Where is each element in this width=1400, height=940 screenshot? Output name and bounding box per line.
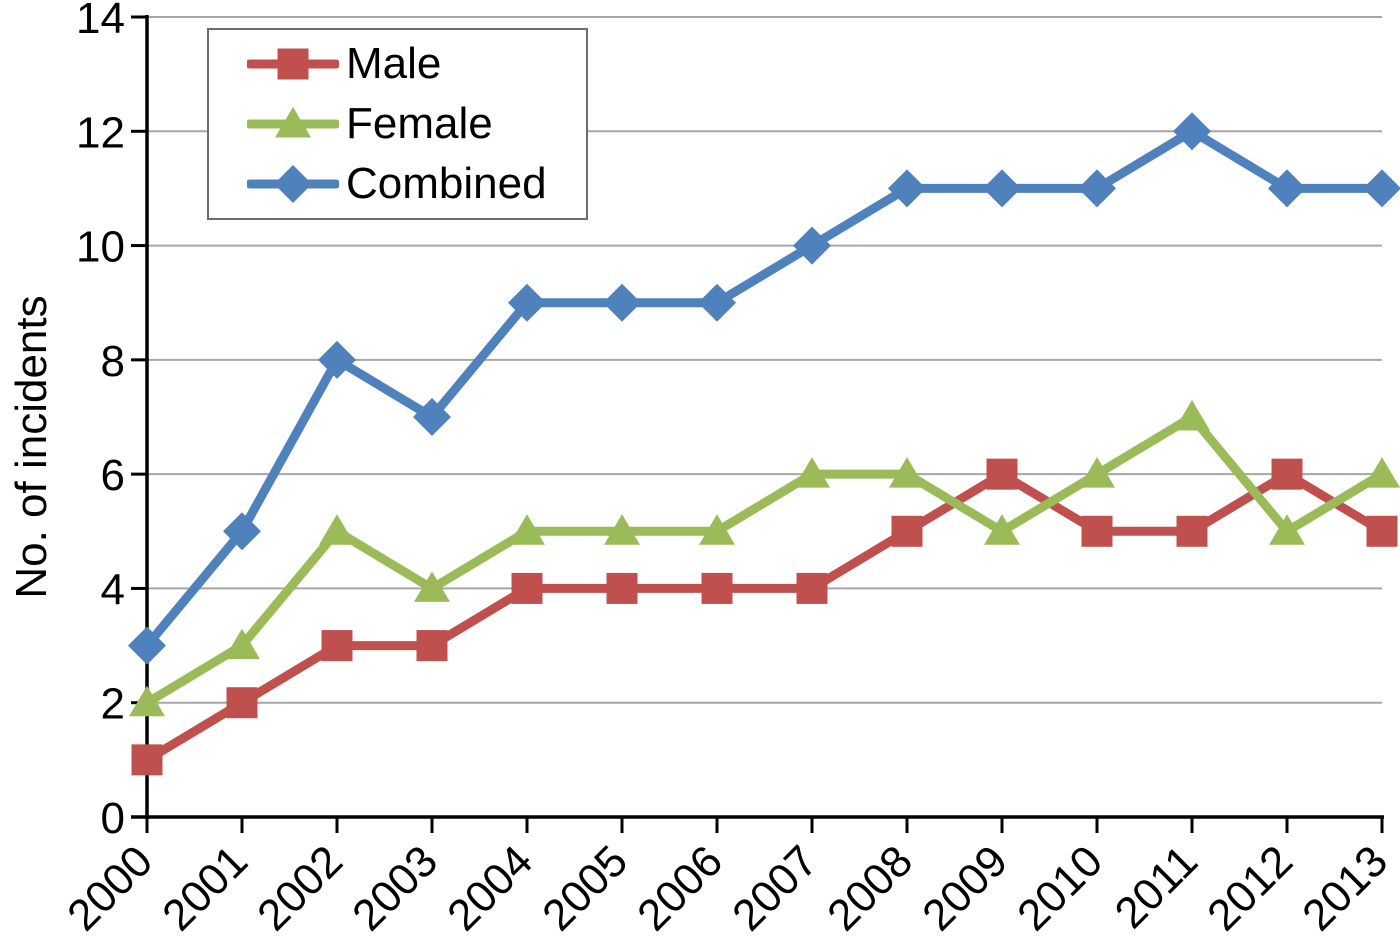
data-point-male-2006 xyxy=(701,572,733,604)
data-point-male-2005 xyxy=(606,572,638,604)
x-tick-label-2008: 2008 xyxy=(818,836,922,940)
data-point-combined-2008 xyxy=(888,169,926,208)
male-square-marker-icon xyxy=(247,48,339,80)
data-point-female-2013 xyxy=(1364,457,1400,488)
y-tick-label-10: 10 xyxy=(76,223,125,272)
data-point-combined-2000 xyxy=(128,626,166,665)
data-point-combined-2007 xyxy=(793,226,831,265)
data-point-male-2008 xyxy=(891,515,923,547)
series-combined xyxy=(128,112,1400,665)
data-point-combined-2002 xyxy=(318,340,356,379)
y-axis-tick-labels: 0 2 4 6 8 10 12 14 xyxy=(76,0,125,843)
x-tick-label-2013: 2013 xyxy=(1293,836,1397,940)
data-point-female-2007 xyxy=(794,457,830,488)
series-line-combined xyxy=(142,126,1387,651)
data-point-combined-2010 xyxy=(1078,169,1116,208)
series-line-male xyxy=(142,469,1387,765)
legend-item-female: Female xyxy=(247,99,586,149)
female-triangle-marker-icon xyxy=(247,107,339,138)
data-point-combined-2011 xyxy=(1173,112,1211,151)
data-point-female-2000 xyxy=(129,685,165,717)
data-point-male-2010 xyxy=(1081,515,1113,547)
legend-label-male: Male xyxy=(346,39,442,88)
data-point-female-2009 xyxy=(984,514,1020,545)
data-point-combined-2003 xyxy=(413,398,451,436)
legend-label-combined: Combined xyxy=(346,159,547,208)
data-point-female-2003 xyxy=(414,571,450,602)
data-point-male-2004 xyxy=(511,572,543,604)
data-point-combined-2001 xyxy=(223,512,261,551)
data-point-female-2012 xyxy=(1269,514,1305,545)
y-tick-label-2: 2 xyxy=(101,680,125,729)
data-point-combined-2012 xyxy=(1268,169,1306,208)
combined-diamond-marker-icon xyxy=(247,165,339,203)
x-tick-label-2002: 2002 xyxy=(248,836,352,940)
data-point-female-2002 xyxy=(319,514,355,545)
data-point-combined-2004 xyxy=(508,283,546,322)
data-point-female-2010 xyxy=(1079,457,1115,488)
legend-item-combined: Combined xyxy=(247,159,586,209)
data-point-male-2001 xyxy=(226,687,258,719)
data-point-combined-2005 xyxy=(603,283,641,322)
y-axis-title: No. of incidents xyxy=(7,295,56,598)
y-tick-label-4: 4 xyxy=(101,565,125,614)
data-point-female-2005 xyxy=(604,514,640,545)
series-male xyxy=(131,458,1398,776)
data-point-male-2003 xyxy=(416,630,448,662)
y-tick-label-0: 0 xyxy=(101,794,125,843)
axes xyxy=(131,15,1384,833)
data-point-combined-2009 xyxy=(983,169,1021,208)
data-point-male-2002 xyxy=(321,630,353,662)
x-tick-label-2003: 2003 xyxy=(343,836,447,940)
data-point-female-2008 xyxy=(889,457,925,488)
data-point-combined-2006 xyxy=(698,283,736,322)
x-tick-label-2006: 2006 xyxy=(628,836,732,940)
legend-shape-male xyxy=(277,48,309,80)
x-tick-label-2012: 2012 xyxy=(1198,836,1302,940)
data-point-male-2009 xyxy=(986,458,1018,490)
data-point-male-2000 xyxy=(131,744,163,776)
data-point-male-2013 xyxy=(1366,515,1398,547)
legend-label-female: Female xyxy=(346,99,493,148)
data-point-male-2011 xyxy=(1176,515,1208,547)
data-point-female-2004 xyxy=(509,514,545,545)
x-tick-label-2010: 2010 xyxy=(1008,836,1112,940)
y-tick-label-12: 12 xyxy=(76,108,125,157)
legend: Male Female Combined xyxy=(207,28,588,220)
data-point-male-2012 xyxy=(1271,458,1303,490)
data-point-female-2001 xyxy=(224,628,260,660)
legend-item-male: Male xyxy=(247,39,586,89)
series-female xyxy=(129,400,1400,717)
x-tick-label-2000: 2000 xyxy=(58,836,162,940)
legend-shape-combined xyxy=(274,165,312,203)
x-tick-label-2004: 2004 xyxy=(438,836,542,940)
x-axis-tick-labels: 2000200120022003200420052006200720082009… xyxy=(58,836,1397,940)
x-tick-label-2011: 2011 xyxy=(1106,836,1208,938)
x-tick-label-2009: 2009 xyxy=(913,836,1017,940)
y-tick-label-14: 14 xyxy=(76,0,125,43)
series-line-female xyxy=(142,412,1387,708)
data-series xyxy=(128,112,1400,776)
x-tick-label-2007: 2007 xyxy=(723,836,827,940)
y-tick-label-8: 8 xyxy=(101,337,125,386)
legend-shape-female xyxy=(275,107,311,138)
data-point-male-2007 xyxy=(796,572,828,604)
data-point-combined-2013 xyxy=(1363,169,1400,208)
y-tick-label-6: 6 xyxy=(101,451,125,500)
data-point-female-2006 xyxy=(699,514,735,545)
x-tick-label-2001: 2001 xyxy=(153,836,257,940)
data-point-female-2011 xyxy=(1174,400,1210,431)
x-tick-label-2005: 2005 xyxy=(533,836,637,940)
